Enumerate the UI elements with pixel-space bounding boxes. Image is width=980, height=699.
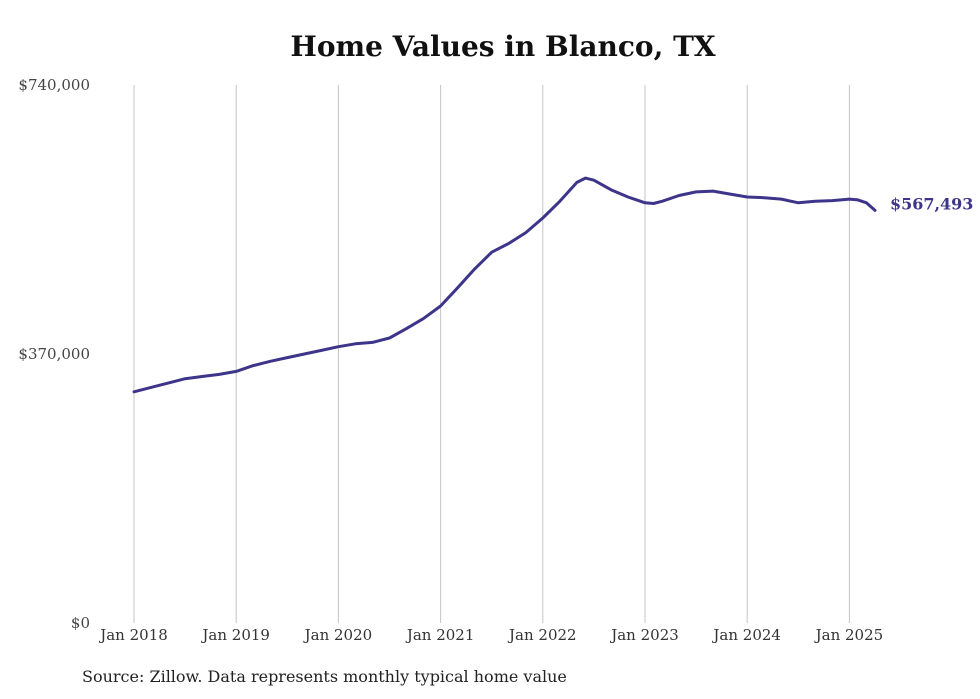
y-tick-label: $370,000 — [18, 345, 90, 363]
y-tick-label: $0 — [71, 614, 90, 632]
x-tick-label: Jan 2023 — [609, 626, 679, 644]
x-tick-label: Jan 2021 — [405, 626, 475, 644]
y-axis: $740,000 $370,000 $0 — [18, 76, 90, 632]
x-tick-label: Jan 2019 — [200, 626, 270, 644]
x-tick-label: Jan 2025 — [814, 626, 884, 644]
gridlines — [133, 85, 850, 623]
x-tick-label: Jan 2022 — [507, 626, 577, 644]
source-note: Source: Zillow. Data represents monthly … — [82, 667, 567, 686]
x-tick-label: Jan 2024 — [711, 626, 781, 644]
end-value-label: $567,493 — [890, 194, 974, 213]
series-line-layer: $567,493 — [132, 176, 974, 394]
x-axis: Jan 2018 Jan 2019 Jan 2020 Jan 2021 Jan 2022… — [98, 626, 883, 644]
chart-title: Home Values in Blanco, TX — [290, 30, 716, 63]
x-tick-label: Jan 2018 — [98, 626, 168, 644]
x-tick-label: Jan 2020 — [303, 626, 373, 644]
series-line — [132, 176, 877, 394]
y-tick-label: $740,000 — [18, 76, 90, 94]
